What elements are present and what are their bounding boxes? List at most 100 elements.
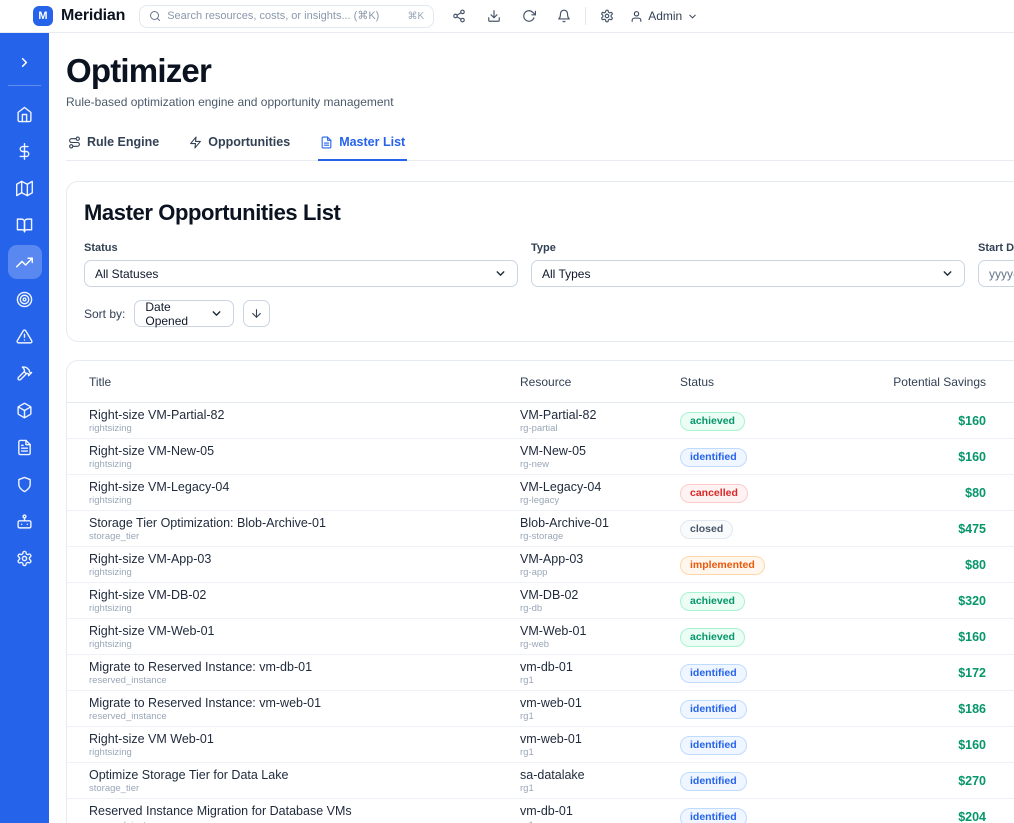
resource-name: VM-DB-02 xyxy=(520,587,579,602)
refresh-icon xyxy=(523,10,537,22)
savings-value: $320 xyxy=(958,593,986,608)
tab-label: Rule Engine xyxy=(87,135,160,150)
global-search[interactable]: ⌘K xyxy=(139,4,435,28)
sidebar-item-map[interactable] xyxy=(8,171,42,205)
status-filter-label: Status xyxy=(84,242,118,255)
opportunity-type: rightsizing xyxy=(89,603,132,615)
resource-name: VM-New-05 xyxy=(520,443,586,458)
sidebar-item-catalog[interactable] xyxy=(8,208,42,242)
sidebar-nav xyxy=(7,97,42,575)
sidebar-item-optimizer[interactable] xyxy=(7,245,42,279)
sidebar-expand-button[interactable] xyxy=(10,49,40,75)
status-badge: implemented xyxy=(680,555,765,576)
resource-group: rg-legacy xyxy=(520,495,560,507)
savings-value: $160 xyxy=(958,413,986,428)
type-filter: Type All Types xyxy=(531,242,965,288)
status-badge: identified xyxy=(680,663,747,684)
bell-icon xyxy=(558,9,571,23)
user-menu[interactable]: Admin xyxy=(630,9,698,23)
sort-select-value: Date Opened xyxy=(145,299,189,328)
savings-value: $172 xyxy=(958,665,986,680)
column-header-savings: Potential Savings xyxy=(893,374,986,389)
sort-select[interactable]: Date Opened xyxy=(134,299,235,328)
resource-name: vm-web-01 xyxy=(520,731,582,746)
download-button[interactable] xyxy=(487,9,501,23)
table-row[interactable]: Migrate to Reserved Instance: vm-db-01 r… xyxy=(67,655,1014,692)
refresh-button[interactable] xyxy=(522,9,537,23)
tab-rule-engine[interactable]: Rule Engine xyxy=(66,135,161,161)
status-badge: identified xyxy=(680,699,747,720)
notifications-button[interactable] xyxy=(557,9,571,23)
table-body: Right-size VM-Partial-82 rightsizing VM-… xyxy=(67,403,1014,823)
type-filter-label: Type xyxy=(531,242,556,255)
resource-name: vm-db-01 xyxy=(520,804,573,819)
table-row[interactable]: Right-size VM-DB-02 rightsizing VM-DB-02… xyxy=(67,583,1014,620)
tab-opportunities[interactable]: Opportunities xyxy=(187,135,292,161)
start-date-input[interactable] xyxy=(978,260,1014,288)
sidebar-item-assistant[interactable] xyxy=(8,504,42,538)
file-text-icon xyxy=(321,136,332,149)
sidebar-item-tools[interactable] xyxy=(8,356,42,390)
status-badge: identified xyxy=(680,771,747,792)
status-badge: cancelled xyxy=(680,483,748,504)
zap-icon xyxy=(190,136,202,149)
tab-label: Master List xyxy=(339,135,406,150)
resource-group: rg-db xyxy=(520,603,543,615)
chevron-down-icon xyxy=(689,14,696,18)
share-button[interactable] xyxy=(452,9,466,23)
card-title: Master Opportunities List xyxy=(84,200,341,226)
table-row[interactable]: Storage Tier Optimization: Blob-Archive-… xyxy=(67,511,1014,548)
resource-group: rg-web xyxy=(520,639,550,651)
opportunity-type: rightsizing xyxy=(89,747,132,759)
sidebar-item-security[interactable] xyxy=(8,467,42,501)
user-name: Admin xyxy=(648,9,683,23)
sidebar-item-reports[interactable] xyxy=(8,430,42,464)
sidebar-item-settings[interactable] xyxy=(8,541,42,575)
share-icon xyxy=(453,9,466,23)
status-select-value: All Statuses xyxy=(95,266,159,281)
sidebar-item-costs[interactable] xyxy=(8,134,42,168)
table-row[interactable]: Reserved Instance Migration for Database… xyxy=(67,799,1014,823)
search-input[interactable] xyxy=(167,10,402,22)
table-row[interactable]: Right-size VM Web-01 rightsizing vm-web-… xyxy=(67,727,1014,764)
table-row[interactable]: Right-size VM-App-03 rightsizing VM-App-… xyxy=(67,547,1014,584)
dollar-sign-icon xyxy=(19,142,30,160)
status-filter: Status All Statuses xyxy=(84,242,518,288)
meridian-logo[interactable]: M xyxy=(33,6,53,26)
savings-value: $270 xyxy=(958,773,986,788)
column-header-resource: Resource xyxy=(520,374,572,389)
sort-direction-button[interactable] xyxy=(243,300,271,328)
tab-master-list[interactable]: Master List xyxy=(318,135,408,162)
savings-value: $475 xyxy=(958,521,986,536)
sidebar-item-targets[interactable] xyxy=(8,282,42,316)
package-icon xyxy=(17,402,32,418)
trending-up-icon xyxy=(16,257,33,267)
file-text-icon xyxy=(18,439,31,455)
map-icon xyxy=(16,180,33,196)
table-row[interactable]: Right-size VM-New-05 rightsizing VM-New-… xyxy=(67,439,1014,476)
status-badge: identified xyxy=(680,735,747,756)
chevron-down-icon xyxy=(943,271,952,277)
alert-triangle-icon xyxy=(16,328,33,344)
sidebar-item-home[interactable] xyxy=(8,97,42,131)
table-row[interactable]: Migrate to Reserved Instance: vm-web-01 … xyxy=(67,691,1014,728)
resource-group: rg1 xyxy=(520,747,534,759)
table-row[interactable]: Right-size VM-Legacy-04 rightsizing VM-L… xyxy=(67,475,1014,512)
arrow-down-icon xyxy=(252,309,262,319)
table-row[interactable]: Right-size VM-Partial-82 rightsizing VM-… xyxy=(67,403,1014,440)
opportunity-type: reserved_instance xyxy=(89,821,520,823)
settings-button[interactable] xyxy=(600,9,614,23)
savings-value: $186 xyxy=(958,701,986,716)
table-row[interactable]: Optimize Storage Tier for Data Lake stor… xyxy=(67,763,1014,800)
resource-group: rg-app xyxy=(520,567,548,579)
savings-value: $160 xyxy=(958,449,986,464)
user-icon xyxy=(631,10,642,22)
sidebar-item-resources[interactable] xyxy=(8,393,42,427)
type-select[interactable]: All Types xyxy=(531,260,965,288)
sidebar-item-alerts[interactable] xyxy=(8,319,42,353)
table-row[interactable]: Right-size VM-Web-01 rightsizing VM-Web-… xyxy=(67,619,1014,656)
resource-name: VM-Legacy-04 xyxy=(520,479,602,494)
status-select[interactable]: All Statuses xyxy=(84,260,518,288)
sidebar-divider xyxy=(8,85,41,86)
sort-by-label: Sort by: xyxy=(84,306,126,321)
